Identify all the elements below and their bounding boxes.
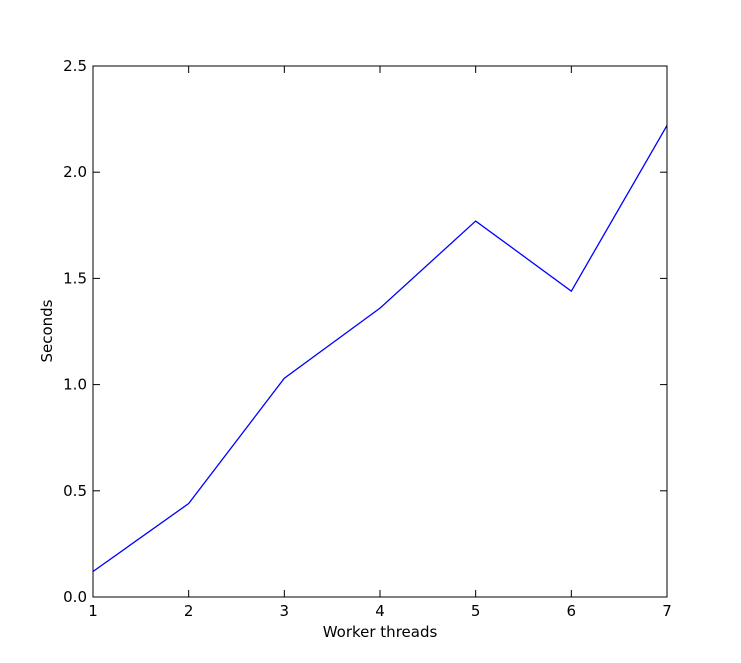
y-tick-label: 2.5: [63, 57, 87, 75]
tick-labels-group: 1 2 3 4 5 6 7 0.0 0.5 1.0 1.5 2.0 2.5: [63, 57, 672, 620]
x-tick-label: 3: [280, 602, 290, 620]
x-axis-label: Worker threads: [323, 623, 438, 641]
y-tick-label: 1.5: [63, 269, 87, 287]
x-tick-label: 5: [471, 602, 481, 620]
series-line: [92, 125, 668, 573]
x-tick-label: 1: [88, 602, 98, 620]
y-tick-label: 0.0: [63, 588, 87, 606]
plot-frame: [92, 65, 668, 598]
x-tick-label: 4: [375, 602, 385, 620]
x-tick-label: 6: [567, 602, 577, 620]
series-group: [92, 125, 668, 573]
y-tick-label: 2.0: [63, 163, 87, 181]
x-tick-label: 7: [662, 602, 672, 620]
y-axis-label: Seconds: [38, 299, 56, 362]
x-tick-label: 2: [184, 602, 194, 620]
y-tick-label: 0.5: [63, 482, 87, 500]
y-tick-label: 1.0: [63, 376, 87, 394]
